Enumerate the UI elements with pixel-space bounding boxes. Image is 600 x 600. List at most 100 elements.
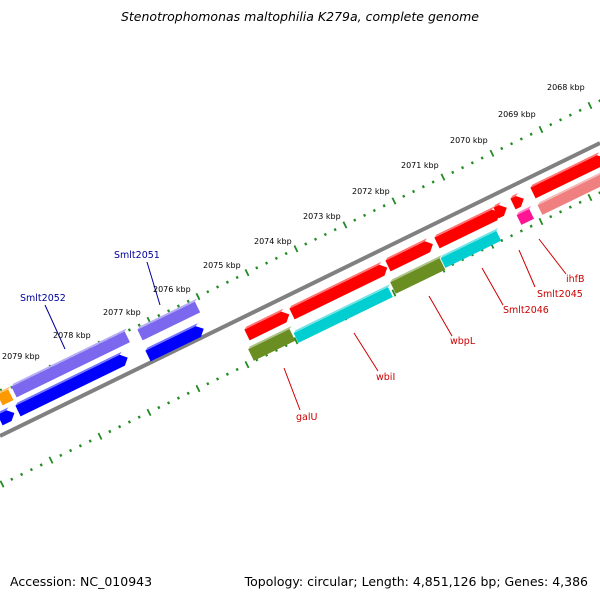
- inner-major-tick: [146, 408, 152, 417]
- inner-minor-tick: [137, 415, 141, 419]
- leader-ihfB: [538, 238, 567, 275]
- gene-label-smlt2052[interactable]: Smlt2052: [20, 293, 66, 304]
- outer-minor-tick: [176, 304, 180, 308]
- outer-minor-tick: [284, 251, 288, 256]
- gene-bar-olive-2[interactable]: [390, 255, 446, 294]
- leader-wbpL: [428, 295, 453, 337]
- gene-label-galU[interactable]: galU: [296, 412, 317, 423]
- scale-label-2072: 2072 kbp: [352, 187, 390, 196]
- outer-minor-tick: [304, 242, 308, 246]
- outer-minor-tick: [382, 204, 386, 208]
- inner-minor-tick: [206, 382, 210, 386]
- gene-bar-red-6[interactable]: [510, 193, 524, 210]
- gene-bar-blue-3[interactable]: [0, 407, 15, 426]
- scale-label-2075: 2075 kbp: [203, 261, 241, 270]
- outer-minor-tick: [235, 275, 239, 280]
- inner-minor-tick: [78, 444, 82, 448]
- inner-minor-tick: [510, 234, 514, 238]
- gene-bar-slate-2[interactable]: [137, 298, 201, 341]
- inner-minor-tick: [20, 472, 24, 477]
- outer-minor-tick: [323, 232, 327, 237]
- gene-labels: ihfB Smlt2045 Smlt2046 wbpL wbiI galU Sm…: [20, 250, 585, 423]
- gene-bar-blue-2[interactable]: [145, 323, 204, 362]
- scale-label-2078: 2078 kbp: [53, 331, 91, 340]
- inner-minor-tick: [225, 372, 229, 376]
- outer-major-tick: [538, 125, 544, 134]
- outer-minor-tick: [578, 108, 582, 112]
- outer-minor-tick: [206, 290, 210, 294]
- outer-minor-tick: [510, 142, 514, 146]
- leader-smlt2046: [481, 267, 504, 306]
- outer-minor-tick: [421, 185, 425, 189]
- gene-bar-cyan-1[interactable]: [293, 284, 393, 343]
- outer-minor-tick: [314, 237, 318, 241]
- inner-minor-tick: [118, 425, 122, 429]
- outer-minor-tick: [568, 113, 572, 117]
- inner-minor-tick: [216, 377, 220, 381]
- gene-bar-red-4[interactable]: [434, 206, 500, 249]
- gene-bar-red-1[interactable]: [244, 308, 290, 341]
- scale-label-2070: 2070 kbp: [450, 136, 488, 145]
- gene-bar-red-7[interactable]: [530, 152, 600, 199]
- outer-minor-tick: [274, 256, 278, 260]
- gene-bar-orange[interactable]: [0, 386, 14, 406]
- gene-bar-red-3[interactable]: [385, 238, 433, 272]
- backbone-line: [0, 141, 600, 438]
- outer-minor-tick: [480, 156, 484, 160]
- scale-label-2079: 2079 kbp: [2, 352, 40, 361]
- outer-major-tick: [244, 269, 250, 277]
- inner-minor-tick: [578, 200, 582, 204]
- gene-label-smlt2046[interactable]: Smlt2046: [503, 305, 549, 316]
- outer-major-tick: [342, 221, 348, 229]
- outer-minor-tick: [225, 280, 229, 284]
- inner-minor-tick: [10, 477, 14, 481]
- outer-minor-tick: [451, 170, 455, 175]
- inner-minor-tick: [108, 429, 112, 434]
- outer-minor-tick: [431, 180, 435, 184]
- gene-label-smlt2045[interactable]: Smlt2045: [537, 289, 583, 300]
- inner-minor-tick: [127, 420, 131, 424]
- gene-bar-magenta[interactable]: [516, 205, 534, 225]
- leader-galU: [283, 367, 301, 411]
- inner-minor-tick: [69, 448, 73, 453]
- outer-minor-tick: [402, 194, 406, 198]
- gene-bar-cyan-2[interactable]: [440, 227, 502, 268]
- outer-major-tick: [195, 292, 201, 301]
- inner-minor-tick: [549, 215, 553, 219]
- gene-bar-slate-1[interactable]: [11, 328, 130, 398]
- gene-bar-pink[interactable]: [537, 171, 600, 215]
- scale-label-2068: 2068 kbp: [547, 83, 585, 92]
- leader-wbiI: [353, 332, 379, 372]
- outer-minor-tick: [461, 165, 465, 170]
- outer-minor-tick: [353, 218, 357, 222]
- gene-label-smlt2051[interactable]: Smlt2051: [114, 250, 160, 261]
- gene-bar-red-5[interactable]: [493, 202, 507, 219]
- scale-label-2077: 2077 kbp: [103, 308, 141, 317]
- outer-major-tick: [391, 197, 397, 205]
- inner-minor-tick: [59, 453, 63, 458]
- inner-minor-tick: [519, 229, 523, 233]
- inner-major-tick: [48, 456, 54, 464]
- inner-minor-tick: [29, 467, 33, 472]
- inner-minor-tick: [568, 205, 572, 209]
- inner-major-tick: [195, 384, 201, 393]
- leader-smlt2045: [518, 249, 536, 288]
- inner-minor-tick: [157, 405, 161, 410]
- outer-minor-tick: [363, 213, 367, 217]
- leader-smlt2052: [44, 304, 66, 350]
- leader-smlt2051: [146, 261, 161, 306]
- outer-major-tick: [293, 245, 299, 253]
- outer-minor-tick: [412, 189, 416, 194]
- outer-minor-tick: [529, 132, 533, 136]
- gene-bar-blue-1[interactable]: [15, 351, 128, 417]
- inner-minor-tick: [529, 224, 533, 228]
- inner-minor-tick: [186, 391, 190, 395]
- gene-label-wbpL[interactable]: wbpL: [450, 336, 476, 347]
- gene-label-ihfB[interactable]: ihfB: [566, 274, 585, 285]
- outer-minor-tick: [216, 285, 220, 289]
- gene-bar-red-2[interactable]: [289, 261, 388, 320]
- gene-bar-olive-1[interactable]: [248, 326, 296, 361]
- gene-label-wbiI[interactable]: wbiI: [376, 372, 395, 383]
- inner-minor-tick: [39, 463, 43, 467]
